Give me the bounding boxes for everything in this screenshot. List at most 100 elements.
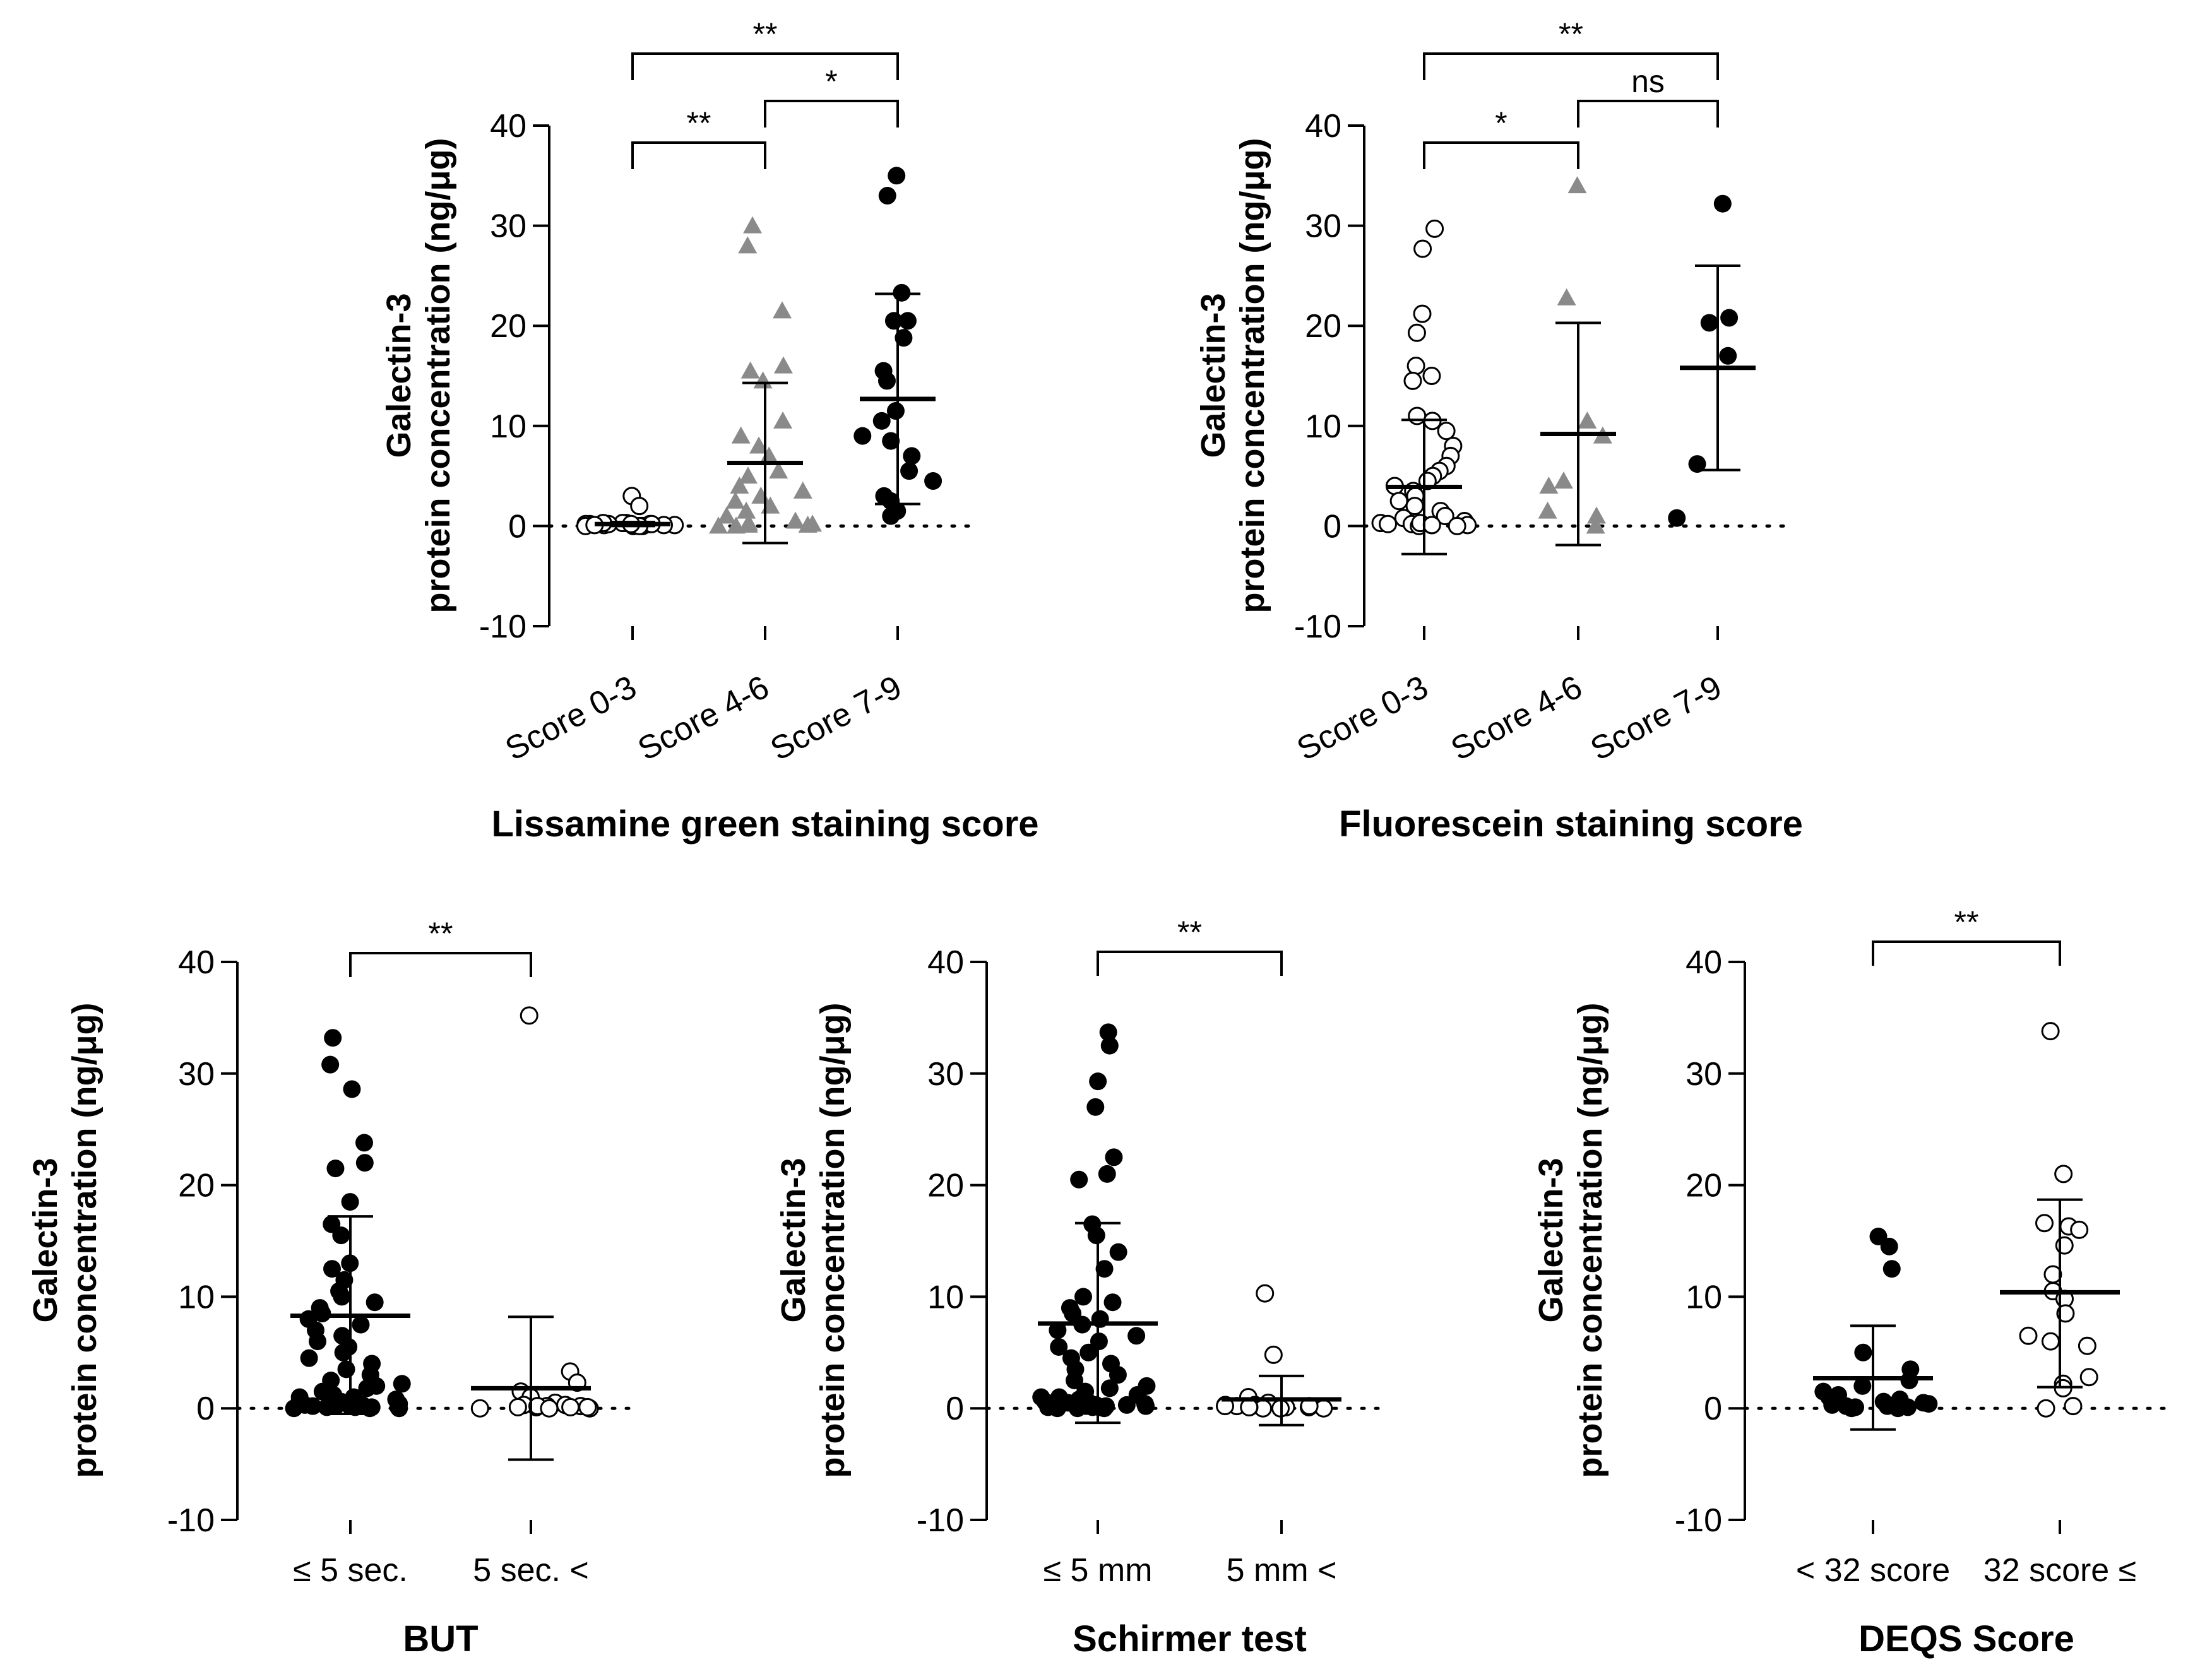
y-tick-label: 0: [196, 1391, 215, 1427]
group-0: [1813, 1227, 1938, 1431]
data-point-filled-circle: [1842, 1399, 1860, 1418]
significance-label: **: [753, 16, 778, 52]
y-axis-label: Galectin-3: [27, 1158, 64, 1322]
y-tick-label: 0: [508, 508, 526, 545]
significance-bracket: [631, 141, 766, 169]
group-1: [709, 216, 823, 545]
data-point-open-circle: [2054, 1165, 2073, 1184]
y-tick-label: -10: [1675, 1502, 1722, 1539]
data-point-filled-circle: [1853, 1377, 1872, 1395]
y-tick-label: 20: [1686, 1168, 1722, 1204]
data-point-filled-circle: [1854, 1343, 1872, 1361]
data-point-filled-circle: [341, 1193, 359, 1211]
data-point-filled-circle: [321, 1055, 340, 1074]
category-label: Score 4-6: [1445, 668, 1588, 768]
group-0: [1032, 1023, 1158, 1425]
data-point-triangle: [730, 476, 749, 494]
data-point-triangle: [751, 486, 771, 504]
data-point-filled-circle: [333, 1288, 351, 1306]
data-point-triangle: [725, 491, 745, 509]
data-point-filled-circle: [1889, 1399, 1907, 1418]
data-point-open-circle: [1403, 371, 1422, 390]
data-point-triangle: [1586, 506, 1606, 524]
data-point-filled-circle: [1900, 1372, 1918, 1389]
y-tick-label: 10: [927, 1279, 964, 1315]
significance-bracket: [1423, 52, 1719, 80]
significance-label: **: [1559, 16, 1583, 52]
y-axis-label: protein concentration (ng/μg): [419, 138, 457, 614]
data-point-triangle: [1578, 411, 1597, 429]
y-tick-label: 20: [490, 308, 526, 345]
data-point-filled-circle: [1137, 1397, 1155, 1415]
data-point-filled-circle: [1066, 1372, 1084, 1389]
y-axis-label: Galectin-3: [1532, 1158, 1570, 1322]
data-point-triangle: [1586, 516, 1605, 534]
data-point-filled-circle: [898, 312, 917, 330]
data-point-triangle: [773, 411, 793, 429]
significance-bracket: [1872, 940, 2061, 966]
data-point-triangle: [773, 301, 792, 319]
data-point-open-circle: [2064, 1397, 2083, 1416]
x-axis-title: Schirmer test: [1073, 1618, 1307, 1659]
y-tick-label: 30: [1305, 208, 1341, 245]
data-point-filled-circle: [334, 1343, 352, 1361]
data-point-filled-circle: [1099, 1023, 1117, 1041]
data-point-open-circle: [2037, 1399, 2055, 1418]
data-point-filled-circle: [323, 1260, 342, 1278]
data-point-filled-circle: [309, 1332, 327, 1351]
data-point-triangle: [1539, 476, 1559, 494]
y-tick-label: 30: [178, 1056, 215, 1093]
data-point-triangle: [731, 426, 751, 444]
data-point-filled-circle: [872, 412, 891, 430]
group-1: [1216, 1284, 1341, 1427]
significance-label: **: [1954, 905, 1979, 940]
data-point-filled-circle: [1720, 309, 1739, 327]
y-tick-label: 0: [946, 1391, 964, 1427]
data-point-triangle: [1567, 176, 1587, 194]
data-point-filled-circle: [853, 427, 872, 445]
data-point-filled-circle: [326, 1160, 345, 1178]
data-point-filled-circle: [1086, 1098, 1105, 1116]
y-tick-label: 10: [1686, 1279, 1722, 1315]
y-axis-label: protein concentration (ng/μg): [1234, 138, 1271, 614]
data-point-filled-circle: [1070, 1170, 1088, 1189]
significance-label: *: [825, 64, 837, 99]
data-point-triangle: [737, 501, 756, 519]
y-tick-label: 20: [178, 1168, 215, 1204]
data-point-open-circle: [540, 1399, 559, 1418]
data-point-open-circle: [1436, 507, 1454, 526]
data-point-filled-circle: [1098, 1165, 1116, 1183]
data-point-filled-circle: [1074, 1288, 1092, 1306]
data-point-open-circle: [1407, 323, 1426, 342]
group-0: [1371, 219, 1477, 555]
group-1: [2000, 1022, 2120, 1418]
y-tick-label: -10: [917, 1502, 964, 1539]
data-point-open-circle: [2078, 1336, 2096, 1355]
data-point-open-circle: [2041, 1332, 2060, 1351]
data-point-triangle: [773, 356, 793, 374]
data-point-filled-circle: [1089, 1072, 1107, 1091]
data-point-filled-circle: [355, 1134, 373, 1152]
data-point-filled-circle: [337, 1360, 355, 1379]
group-1: [470, 1006, 599, 1461]
data-point-open-circle: [1406, 357, 1425, 376]
data-point-triangle: [793, 481, 812, 499]
category-label: Score 4-6: [632, 668, 775, 768]
y-tick-label: 40: [1686, 944, 1722, 981]
data-point-triangle: [739, 515, 758, 533]
y-axis-label: Galectin-3: [380, 293, 418, 458]
y-tick-label: -10: [1294, 608, 1341, 645]
significance-label: **: [429, 916, 453, 951]
category-label: 5 sec. <: [473, 1552, 589, 1589]
x-axis-title: Lissamine green staining score: [491, 804, 1038, 845]
category-label: Score 0-3: [1291, 668, 1434, 768]
data-point-open-circle: [2035, 1214, 2054, 1233]
y-tick-label: -10: [167, 1502, 215, 1539]
category-label: 5 mm <: [1227, 1552, 1337, 1589]
data-point-triangle: [738, 236, 758, 254]
data-point-filled-circle: [888, 167, 906, 185]
y-tick-label: 30: [490, 208, 526, 245]
data-point-filled-circle: [1105, 1148, 1123, 1166]
